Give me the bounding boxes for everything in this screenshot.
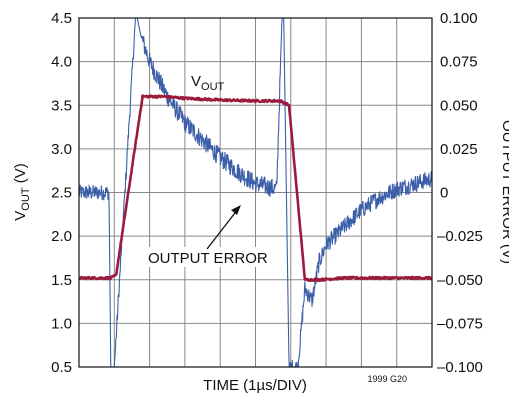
right-tick-label: 0.100: [440, 10, 478, 27]
y-axis-right-title: OUTPUT ERROR (V): [499, 120, 509, 264]
right-tick-label: –0.100: [437, 359, 483, 376]
left-tick-label: 4.0: [51, 54, 72, 71]
right-tick-label: –0.075: [437, 315, 483, 332]
plot-frame: [78, 17, 433, 368]
right-tick-label: 0: [440, 185, 448, 202]
right-tick-labels: –0.100 –0.075 –0.050 –0.025 0 0.025 0.050 0.075…: [437, 10, 483, 376]
y-axis-left-title-unit: (V): [12, 163, 29, 187]
series-output-error-line: [79, 18, 432, 367]
y-axis-left-title-sub: OUT: [20, 187, 32, 211]
annotation-error-arrow-head: [231, 205, 241, 215]
annotation-error-bg: [145, 247, 273, 267]
left-tick-label: 2.0: [51, 228, 72, 245]
left-tick-labels: 0.5 1.0 1.5 2.0 2.5 3.0 3.5 4.0 4.5: [51, 10, 72, 376]
annotation-error: OUTPUT ERROR: [148, 250, 268, 267]
left-tick-label: 2.5: [51, 185, 72, 202]
left-tick-label: 3.5: [51, 97, 72, 114]
right-tick-label: –0.025: [437, 228, 483, 245]
left-tick-label: 1.5: [51, 272, 72, 289]
grid: [79, 18, 432, 367]
annotation-vout: VOUT: [191, 73, 225, 93]
left-tick-label: 1.0: [51, 315, 72, 332]
x-axis-title: TIME (1µs/DIV): [203, 377, 307, 394]
series-vout-line: [79, 94, 432, 283]
left-tick-label: 0.5: [51, 359, 72, 376]
figure-number: 1999 G20: [367, 374, 407, 384]
annotation-vout-main: V: [191, 73, 201, 90]
y-axis-left-title-main: V: [12, 211, 29, 221]
annotation-vout-sub: OUT: [201, 81, 225, 93]
left-tick-label: 3.0: [51, 141, 72, 158]
right-tick-label: –0.050: [437, 272, 483, 289]
annotation-error-arrow-line: [206, 208, 239, 250]
right-tick-label: 0.075: [440, 54, 478, 71]
left-tick-label: 4.5: [51, 10, 72, 27]
y-axis-left-title: VOUT (V): [12, 163, 32, 220]
right-tick-label: 0.025: [440, 141, 478, 158]
series-layer: [79, 18, 432, 367]
right-tick-label: 0.050: [440, 97, 478, 114]
